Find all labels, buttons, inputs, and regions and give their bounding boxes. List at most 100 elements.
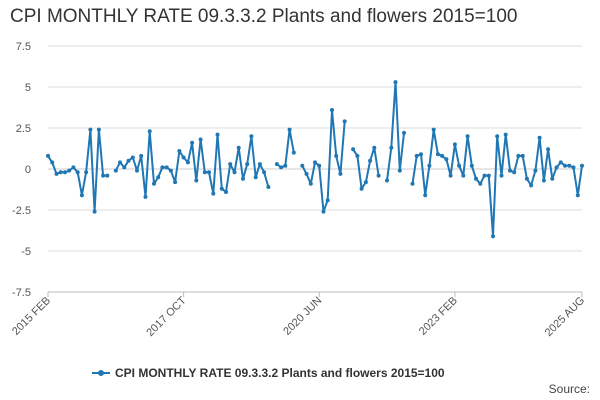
data-point[interactable]: [512, 170, 517, 175]
data-point[interactable]: [385, 178, 389, 183]
data-point[interactable]: [160, 165, 165, 170]
data-point[interactable]: [558, 160, 563, 165]
data-point[interactable]: [376, 173, 381, 178]
data-point[interactable]: [308, 181, 313, 186]
data-point[interactable]: [215, 132, 220, 137]
data-point[interactable]: [67, 168, 72, 173]
data-point[interactable]: [75, 170, 80, 175]
data-point[interactable]: [419, 152, 423, 157]
data-point[interactable]: [202, 170, 207, 175]
data-point[interactable]: [46, 153, 50, 158]
data-point[interactable]: [211, 191, 216, 196]
data-point[interactable]: [325, 198, 330, 203]
data-point[interactable]: [355, 153, 360, 158]
data-point[interactable]: [185, 160, 190, 165]
data-point[interactable]: [96, 127, 101, 132]
data-point[interactable]: [529, 183, 534, 188]
data-point[interactable]: [147, 129, 152, 134]
data-point[interactable]: [194, 178, 199, 183]
data-point[interactable]: [313, 160, 317, 165]
data-point[interactable]: [533, 168, 538, 173]
data-point[interactable]: [448, 173, 453, 178]
data-point[interactable]: [219, 186, 224, 191]
data-point[interactable]: [342, 119, 347, 124]
data-point[interactable]: [274, 162, 279, 167]
data-point[interactable]: [330, 108, 334, 112]
data-point[interactable]: [491, 234, 495, 239]
data-point[interactable]: [262, 170, 267, 175]
data-point[interactable]: [143, 194, 148, 199]
data-point[interactable]: [126, 158, 131, 163]
data-point[interactable]: [461, 173, 466, 178]
data-point[interactable]: [118, 160, 122, 165]
data-point[interactable]: [452, 142, 457, 147]
data-point[interactable]: [541, 178, 546, 183]
data-point[interactable]: [321, 209, 326, 214]
data-point[interactable]: [63, 170, 67, 175]
data-point[interactable]: [410, 181, 415, 186]
data-point[interactable]: [465, 134, 470, 139]
data-point[interactable]: [130, 155, 135, 160]
data-point[interactable]: [287, 127, 292, 132]
data-point[interactable]: [444, 157, 449, 162]
data-point[interactable]: [571, 165, 576, 170]
data-point[interactable]: [351, 147, 356, 152]
data-point[interactable]: [423, 193, 428, 198]
data-point[interactable]: [92, 209, 97, 214]
data-point[interactable]: [58, 170, 63, 175]
data-point[interactable]: [266, 185, 271, 189]
data-point[interactable]: [207, 170, 211, 175]
data-point[interactable]: [575, 193, 580, 198]
data-point[interactable]: [478, 181, 483, 186]
legend[interactable]: CPI MONTHLY RATE 09.3.3.2 Plants and flo…: [92, 366, 445, 380]
data-point[interactable]: [503, 132, 508, 137]
data-point[interactable]: [152, 181, 156, 186]
data-point[interactable]: [88, 127, 93, 132]
data-point[interactable]: [402, 130, 406, 135]
data-point[interactable]: [334, 153, 339, 158]
data-point[interactable]: [499, 173, 504, 178]
data-point[interactable]: [546, 147, 551, 152]
data-point[interactable]: [245, 162, 250, 167]
data-point[interactable]: [317, 163, 322, 168]
data-point[interactable]: [397, 168, 402, 173]
data-point[interactable]: [431, 127, 436, 132]
data-point[interactable]: [236, 145, 241, 150]
data-point[interactable]: [105, 173, 110, 178]
data-point[interactable]: [554, 165, 559, 170]
data-point[interactable]: [253, 175, 258, 180]
data-point[interactable]: [474, 176, 478, 181]
data-point[interactable]: [279, 165, 284, 170]
data-point[interactable]: [457, 163, 462, 168]
data-point[interactable]: [389, 145, 394, 150]
data-point[interactable]: [537, 135, 542, 140]
data-point[interactable]: [440, 153, 445, 158]
data-point[interactable]: [249, 134, 254, 139]
data-point[interactable]: [482, 173, 487, 178]
data-point[interactable]: [198, 137, 203, 142]
data-point[interactable]: [372, 145, 377, 150]
data-point[interactable]: [71, 165, 76, 170]
data-point[interactable]: [414, 153, 419, 158]
data-point[interactable]: [283, 163, 288, 168]
data-point[interactable]: [580, 163, 584, 168]
data-point[interactable]: [101, 173, 106, 178]
data-point[interactable]: [363, 180, 368, 185]
data-point[interactable]: [393, 80, 398, 85]
data-point[interactable]: [508, 168, 512, 173]
data-point[interactable]: [300, 163, 305, 168]
data-point[interactable]: [563, 163, 567, 168]
data-point[interactable]: [224, 190, 228, 194]
data-point[interactable]: [550, 176, 555, 181]
data-point[interactable]: [139, 153, 144, 158]
data-point[interactable]: [168, 168, 173, 173]
data-point[interactable]: [427, 163, 432, 168]
data-point[interactable]: [495, 134, 500, 139]
data-point[interactable]: [84, 170, 89, 175]
data-point[interactable]: [113, 168, 118, 173]
data-point[interactable]: [524, 176, 529, 181]
data-point[interactable]: [228, 162, 233, 167]
data-point[interactable]: [469, 163, 474, 168]
data-point[interactable]: [135, 168, 139, 173]
data-point[interactable]: [164, 165, 169, 170]
